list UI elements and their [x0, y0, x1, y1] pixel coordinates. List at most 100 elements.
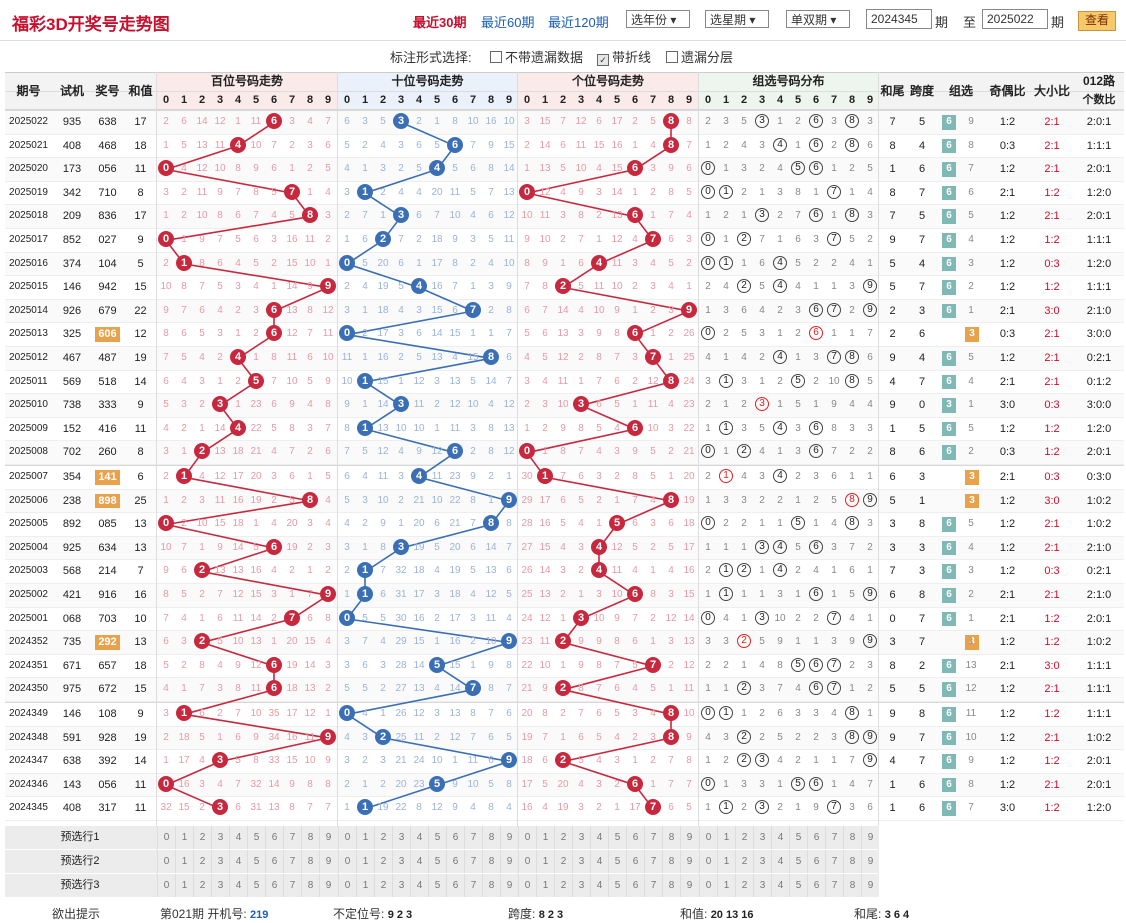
- preselect-digit[interactable]: 9: [680, 874, 698, 897]
- preselect-digit[interactable]: 0: [338, 850, 356, 873]
- preselect-digit[interactable]: 6: [265, 850, 283, 873]
- preselect-digit[interactable]: 1: [175, 874, 193, 897]
- preselect-digit[interactable]: 6: [626, 826, 644, 849]
- option-polyline[interactable]: ✓ 带折线: [597, 47, 651, 66]
- preselect-digit[interactable]: 4: [229, 826, 247, 849]
- preselect-digit[interactable]: 2: [735, 850, 753, 873]
- preselect-digit[interactable]: 5: [789, 850, 807, 873]
- parity-select[interactable]: 单双期 ▾: [786, 10, 850, 28]
- preselect-digit[interactable]: 4: [410, 850, 428, 873]
- link-last-30[interactable]: 最近30期: [413, 15, 467, 30]
- preselect-digit[interactable]: 7: [644, 826, 662, 849]
- preselect-digit[interactable]: 7: [464, 826, 482, 849]
- preselect-digit[interactable]: 3: [753, 874, 771, 897]
- preselect-digit[interactable]: 6: [626, 874, 644, 897]
- preselect-digit[interactable]: 2: [193, 850, 211, 873]
- preselect-digit[interactable]: 0: [699, 874, 717, 897]
- preselect-digit[interactable]: 9: [861, 826, 879, 849]
- preselect-digit[interactable]: 9: [861, 850, 879, 873]
- preselect-digit[interactable]: 8: [662, 874, 680, 897]
- from-issue-input[interactable]: 2024345: [866, 9, 932, 29]
- preselect-digit[interactable]: 9: [500, 826, 518, 849]
- preselect-digit[interactable]: 0: [157, 826, 175, 849]
- preselect-digit[interactable]: 6: [807, 826, 825, 849]
- preselect-digit[interactable]: 7: [644, 874, 662, 897]
- preselect-digit[interactable]: 6: [807, 850, 825, 873]
- preselect-digit[interactable]: 8: [482, 850, 500, 873]
- preselect-digit[interactable]: 4: [229, 850, 247, 873]
- preselect-digit[interactable]: 9: [861, 874, 879, 897]
- preselect-digit[interactable]: 0: [338, 874, 356, 897]
- preselect-digit[interactable]: 7: [283, 874, 301, 897]
- preselect-digit[interactable]: 5: [608, 850, 626, 873]
- preselect-digit[interactable]: 9: [500, 874, 518, 897]
- preselect-digit[interactable]: 4: [771, 850, 789, 873]
- preselect-digit[interactable]: 0: [699, 850, 717, 873]
- preselect-digit[interactable]: 2: [554, 850, 572, 873]
- preselect-digit[interactable]: 1: [536, 850, 554, 873]
- preselect-digit[interactable]: 9: [680, 850, 698, 873]
- preselect-digit[interactable]: 4: [590, 874, 608, 897]
- preselect-digit[interactable]: 6: [626, 850, 644, 873]
- year-select[interactable]: 选年份 ▾: [626, 10, 690, 28]
- preselect-digit[interactable]: 3: [753, 850, 771, 873]
- preselect-digit[interactable]: 6: [265, 874, 283, 897]
- preselect-digit[interactable]: 9: [319, 826, 337, 849]
- preselect-digit[interactable]: 3: [572, 850, 590, 873]
- preselect-digit[interactable]: 7: [644, 850, 662, 873]
- col-issue-header[interactable]: 期号: [16, 84, 41, 98]
- option-no-miss[interactable]: 不带遗漏数据: [490, 47, 583, 66]
- preselect-digit[interactable]: 5: [247, 850, 265, 873]
- preselect-digit[interactable]: 5: [789, 874, 807, 897]
- preselect-digit[interactable]: 2: [193, 874, 211, 897]
- preselect-digit[interactable]: 3: [392, 850, 410, 873]
- preselect-digit[interactable]: 8: [662, 826, 680, 849]
- preselect-digit[interactable]: 2: [554, 826, 572, 849]
- preselect-digit[interactable]: 8: [482, 826, 500, 849]
- preselect-digit[interactable]: 2: [193, 826, 211, 849]
- preselect-digit[interactable]: 5: [428, 874, 446, 897]
- preselect-digit[interactable]: 7: [283, 826, 301, 849]
- preselect-digit[interactable]: 0: [518, 874, 536, 897]
- preselect-digit[interactable]: 8: [482, 874, 500, 897]
- preselect-digit[interactable]: 2: [554, 874, 572, 897]
- preselect-digit[interactable]: 2: [735, 826, 753, 849]
- preselect-digit[interactable]: 1: [717, 826, 735, 849]
- preselect-digit[interactable]: 5: [608, 826, 626, 849]
- preselect-digit[interactable]: 5: [428, 850, 446, 873]
- week-select[interactable]: 选星期 ▾: [705, 10, 769, 28]
- preselect-digit[interactable]: 2: [735, 874, 753, 897]
- preselect-digit[interactable]: 8: [843, 874, 861, 897]
- preselect-digit[interactable]: 8: [662, 850, 680, 873]
- preselect-digit[interactable]: 6: [265, 826, 283, 849]
- preselect-digit[interactable]: 1: [717, 874, 735, 897]
- preselect-digit[interactable]: 7: [464, 874, 482, 897]
- preselect-digit[interactable]: 3: [211, 850, 229, 873]
- preselect-digit[interactable]: 1: [175, 850, 193, 873]
- preselect-digit[interactable]: 0: [157, 874, 175, 897]
- query-button[interactable]: 查看: [1078, 11, 1116, 31]
- preselect-digit[interactable]: 7: [825, 826, 843, 849]
- preselect-digit[interactable]: 1: [356, 874, 374, 897]
- preselect-digit[interactable]: 5: [608, 874, 626, 897]
- preselect-digit[interactable]: 8: [301, 850, 319, 873]
- preselect-digit[interactable]: 1: [356, 850, 374, 873]
- preselect-digit[interactable]: 0: [518, 826, 536, 849]
- preselect-digit[interactable]: 3: [753, 826, 771, 849]
- preselect-digit[interactable]: 3: [392, 874, 410, 897]
- link-last-60[interactable]: 最近60期: [481, 15, 535, 30]
- preselect-digit[interactable]: 6: [807, 874, 825, 897]
- preselect-digit[interactable]: 2: [374, 826, 392, 849]
- preselect-digit[interactable]: 8: [843, 850, 861, 873]
- preselect-digit[interactable]: 1: [356, 826, 374, 849]
- preselect-digit[interactable]: 8: [301, 874, 319, 897]
- preselect-digit[interactable]: 9: [500, 850, 518, 873]
- preselect-digit[interactable]: 7: [283, 850, 301, 873]
- to-issue-input[interactable]: 2025022: [982, 9, 1048, 29]
- preselect-digit[interactable]: 5: [247, 826, 265, 849]
- preselect-digit[interactable]: 3: [572, 874, 590, 897]
- preselect-digit[interactable]: 8: [843, 826, 861, 849]
- preselect-digit[interactable]: 0: [157, 850, 175, 873]
- preselect-digit[interactable]: 1: [536, 826, 554, 849]
- preselect-digit[interactable]: 3: [572, 826, 590, 849]
